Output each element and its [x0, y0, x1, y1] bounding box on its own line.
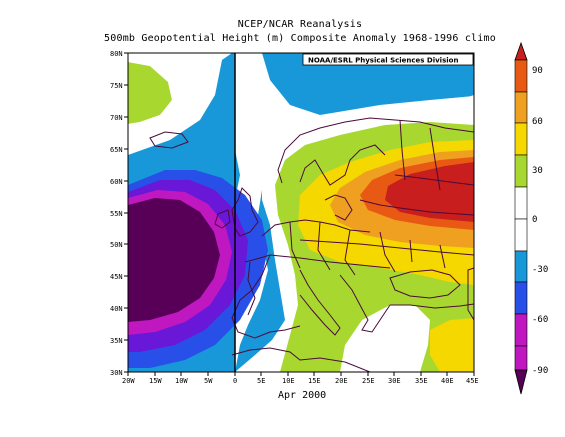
colorbar-label: 90 [532, 66, 543, 76]
colorbar-top-arrow [514, 41, 528, 61]
colorbar-bottom-arrow [514, 369, 528, 395]
lat-label: 65N [110, 146, 123, 154]
lat-label: 80N [110, 50, 123, 58]
axis-ticks [124, 52, 475, 376]
lon-label: 0 [233, 377, 237, 385]
lon-label: 20W [122, 377, 135, 385]
date-label: Apr 2000 [278, 390, 326, 401]
lat-label: 45N [110, 273, 123, 281]
lon-label: 30E [388, 377, 401, 385]
lon-label: 25E [362, 377, 375, 385]
colorbar-bin [514, 345, 528, 371]
lat-label: 55N [110, 210, 123, 218]
colorbar-label: -30 [532, 265, 548, 275]
map-subtitle: 500mb Geopotential Height (m) Composite … [104, 33, 496, 44]
colorbar-bin [514, 218, 528, 252]
colorbar-label: 30 [532, 166, 543, 176]
lon-label: 10W [175, 377, 188, 385]
lat-labels: 80N 75N 70N 65N 60N 55N 50N 45N 40N 35N … [110, 50, 123, 377]
contour-zero-south [340, 305, 430, 372]
lon-label: 40E [441, 377, 454, 385]
colorbar-bin [514, 59, 528, 93]
lat-label: 75N [110, 82, 123, 90]
colorbar-bin [514, 313, 528, 347]
contour-pos-yellow-se [430, 318, 474, 372]
contour-neg-core [128, 198, 220, 322]
lon-label: 20E [335, 377, 348, 385]
contour-pos-core [385, 162, 474, 222]
colorbar-bin [514, 122, 528, 156]
lat-label: 50N [110, 241, 123, 249]
lon-label: 10E [282, 377, 295, 385]
lat-label: 30N [110, 369, 123, 377]
lon-labels: 20W 15W 10W 5W 0 5E 10E 15E 20E 25E 30E … [122, 377, 479, 385]
lat-label: 35N [110, 337, 123, 345]
colorbar-bin [514, 281, 528, 315]
anomaly-field [128, 53, 474, 372]
credit-box [302, 53, 474, 66]
lat-label: 40N [110, 305, 123, 313]
lon-label: 5E [257, 377, 265, 385]
lat-label: 70N [110, 114, 123, 122]
lat-label: 60N [110, 178, 123, 186]
colorbar-bin [514, 91, 528, 124]
colorbar-label: -60 [532, 315, 548, 325]
lon-label: 45E [466, 377, 479, 385]
colorbar-bin [514, 154, 528, 188]
lon-label: 5W [204, 377, 213, 385]
coastlines [149, 117, 474, 372]
map-title: NCEP/NCAR Reanalysis [237, 19, 363, 30]
contour-zero-band [235, 53, 474, 372]
colorbar-label: 0 [532, 215, 537, 225]
credit-text: NOAA/ESRL Physical Sciences Division [308, 57, 458, 65]
colorbar-bin [514, 250, 528, 283]
colorbar-label: -90 [532, 366, 548, 376]
contour-pos-nw-white [128, 53, 205, 148]
lon-label: 15E [308, 377, 321, 385]
colorbar-label: 60 [532, 117, 543, 127]
contour-pos-nw [128, 62, 172, 124]
lon-label: 15W [149, 377, 162, 385]
lon-label: 35E [415, 377, 428, 385]
colorbar: 90 60 30 0 -30 -60 -90 [514, 41, 548, 395]
colorbar-bin [514, 186, 528, 220]
